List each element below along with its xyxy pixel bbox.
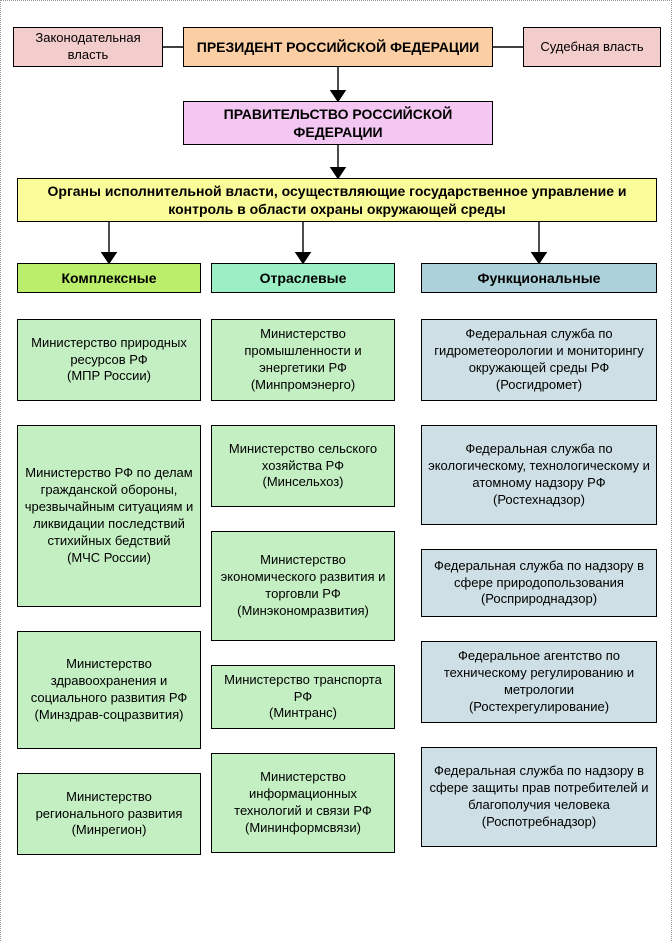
node-president: ПРЕЗИДЕНТ РОССИЙСКОЙ ФЕДЕРАЦИИ [183, 27, 493, 67]
org-chart-canvas: Законодательная власть ПРЕЗИДЕНТ РОССИЙСК… [0, 0, 672, 941]
node-b2: Министерство сельского хозяйства РФ(Минс… [211, 425, 395, 507]
node-c1: Министерство природных ресурсов РФ(МПР Р… [17, 319, 201, 401]
node-f5: Федеральная служба по надзору в сфере за… [421, 747, 657, 847]
node-hFunc: Функциональные [421, 263, 657, 293]
node-f4: Федеральное агентство по техническому ре… [421, 641, 657, 723]
node-legis: Законодательная власть [13, 27, 163, 67]
node-f1: Федеральная служба по гидрометеорологии … [421, 319, 657, 401]
node-b4: Министерство транспорта РФ(Минтранс) [211, 665, 395, 729]
node-f2: Федеральная служба по экологическому, те… [421, 425, 657, 525]
node-b5: Министерство информационных технологий и… [211, 753, 395, 853]
node-c3: Министерство здравоохранения и социально… [17, 631, 201, 749]
node-c2: Министерство РФ по делам гражданской обо… [17, 425, 201, 607]
node-c4: Министерство регионального развития(Минр… [17, 773, 201, 855]
node-judic: Судебная власть [523, 27, 661, 67]
node-f3: Федеральная служба по надзору в сфере пр… [421, 549, 657, 617]
node-b1: Министерство промышленности и энергетики… [211, 319, 395, 401]
node-hBranch: Отраслевые [211, 263, 395, 293]
node-hComplex: Комплексные [17, 263, 201, 293]
node-execBand: Органы исполнительной власти, осуществля… [17, 178, 657, 222]
node-b3: Министерство экономического развития и т… [211, 531, 395, 641]
node-gov: ПРАВИТЕЛЬСТВО РОССИЙСКОЙ ФЕДЕРАЦИИ [183, 101, 493, 145]
